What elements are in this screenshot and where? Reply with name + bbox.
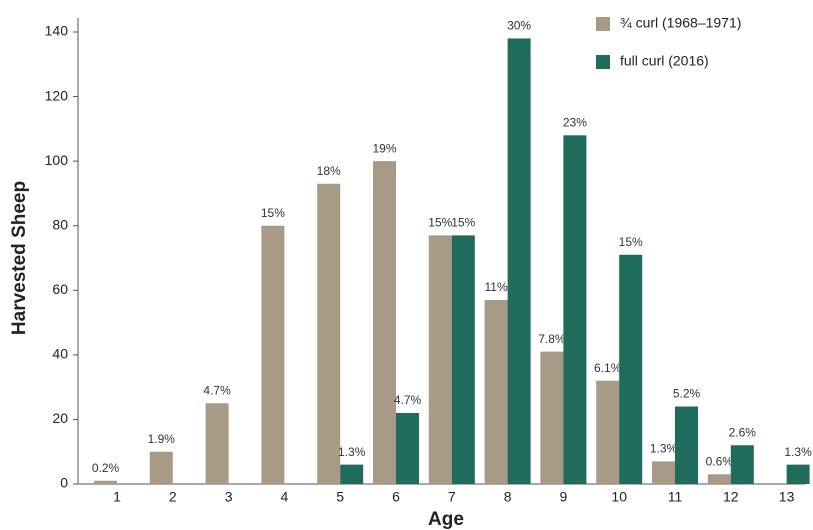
x-tick-label: 2 [169, 489, 177, 505]
x-tick-label: 4 [281, 489, 289, 505]
value-label: 2.6% [729, 425, 757, 439]
bar [675, 406, 698, 484]
y-tick-label: 60 [52, 281, 68, 297]
x-tick-label: 13 [779, 489, 795, 505]
x-tick-label: 8 [504, 489, 512, 505]
bar [652, 461, 675, 484]
value-label: 15% [261, 206, 285, 220]
bar [707, 474, 731, 484]
x-tick-label: 3 [225, 489, 233, 505]
y-tick-label: 140 [45, 23, 69, 39]
legend-swatch [596, 55, 610, 69]
x-tick-label: 12 [723, 489, 739, 505]
x-tick-label: 5 [336, 489, 344, 505]
bar [619, 254, 643, 484]
value-label: 15% [451, 216, 475, 230]
bar [563, 135, 587, 485]
legend-label: full curl (2016) [620, 53, 709, 69]
legend-swatch [596, 17, 610, 31]
value-label: 19% [372, 141, 396, 155]
value-label: 0.2% [92, 461, 120, 475]
y-axis-title: Harvested Sheep [9, 181, 30, 335]
x-tick-label: 7 [448, 489, 456, 505]
y-tick-label: 120 [45, 87, 69, 103]
value-label: 1.9% [148, 432, 176, 446]
y-tick-label: 100 [45, 152, 69, 168]
value-label: 1.3% [338, 445, 366, 459]
bar [451, 235, 475, 484]
y-tick-label: 20 [52, 410, 68, 426]
y-tick-label: 80 [52, 216, 68, 232]
bar [373, 161, 396, 484]
value-label: 18% [317, 164, 341, 178]
bar [596, 380, 620, 484]
bar [428, 235, 452, 484]
bar [484, 299, 508, 484]
value-label: 4.7% [394, 393, 422, 407]
value-label: 6.1% [594, 361, 622, 375]
bar [205, 403, 229, 484]
x-tick-label: 1 [113, 489, 121, 505]
bar [340, 464, 364, 484]
bar [396, 412, 419, 484]
bar [149, 451, 173, 484]
bar [507, 38, 531, 484]
bar [261, 225, 285, 484]
bar [786, 464, 810, 484]
y-tick-label: 40 [52, 346, 68, 362]
value-label: 1.3% [784, 445, 812, 459]
value-label: 1.3% [650, 442, 678, 456]
bar [730, 445, 754, 484]
x-tick-label: 10 [611, 489, 627, 505]
x-tick-label: 6 [392, 489, 400, 505]
bar [317, 183, 341, 484]
value-label: 11% [485, 280, 508, 294]
value-label: 15% [619, 235, 643, 249]
value-label: 23% [563, 115, 587, 129]
value-label: 5.2% [673, 387, 701, 401]
x-tick-label: 11 [668, 489, 683, 505]
x-axis-title: Age [428, 509, 464, 530]
legend-label: ¾ curl (1968–1971) [620, 15, 741, 31]
y-tick-label: 0 [60, 475, 68, 491]
value-label: 4.7% [203, 383, 231, 397]
value-label: 7.8% [538, 332, 566, 346]
value-label: 15% [428, 216, 452, 230]
value-label: 30% [507, 19, 531, 33]
bar [94, 480, 117, 484]
x-tick-label: 9 [560, 489, 568, 505]
bar [540, 351, 564, 484]
value-label: 0.6% [706, 454, 734, 468]
